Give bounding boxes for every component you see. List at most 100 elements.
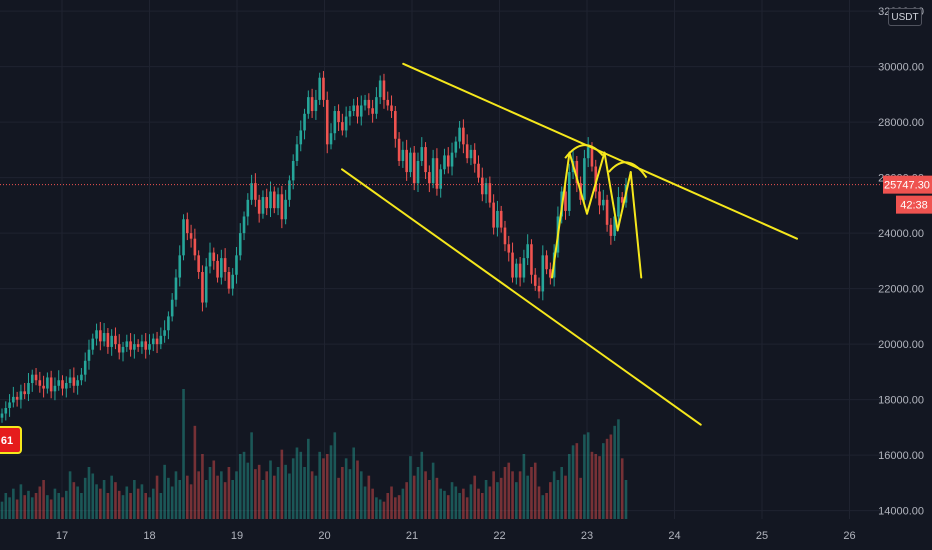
trendline[interactable] [586,151,606,215]
candle-body[interactable] [605,199,609,225]
candle-body[interactable] [151,338,155,345]
candle-body[interactable] [518,263,522,278]
candle-body[interactable] [87,349,91,361]
trendline[interactable] [629,171,643,279]
candle-body[interactable] [420,147,424,161]
candle-body[interactable] [220,258,223,278]
candle-body[interactable] [412,152,416,184]
candle-body[interactable] [265,197,269,209]
trendline[interactable] [568,151,588,215]
candle-body[interactable] [117,344,121,353]
candle-body[interactable] [367,99,371,109]
candle-body[interactable] [95,330,98,339]
candle-body[interactable] [590,147,594,167]
candle-body[interactable] [522,258,526,278]
candle-body[interactable] [12,396,15,403]
candle-body[interactable] [27,383,30,395]
candle-body[interactable] [64,383,68,389]
candle-body[interactable] [594,166,598,192]
candle-body[interactable] [125,341,129,347]
candle-body[interactable] [197,255,200,272]
candle-body[interactable] [465,144,469,159]
candle-body[interactable] [140,341,144,347]
candle-body[interactable] [38,380,42,386]
candle-body[interactable] [484,183,488,195]
candle-body[interactable] [212,252,216,261]
candle-body[interactable] [216,260,219,278]
candle-body[interactable] [49,377,53,392]
candle-body[interactable] [155,338,159,345]
candle-body[interactable] [144,341,148,350]
candle-body[interactable] [416,160,420,184]
candle-body[interactable] [114,335,117,345]
candle-body[interactable] [348,111,352,117]
trendline[interactable] [551,151,571,279]
candle-body[interactable] [617,197,620,217]
candle-body[interactable] [235,255,238,275]
candle-body[interactable] [19,391,23,400]
candle-body[interactable] [303,113,306,131]
candle-body[interactable] [170,299,174,317]
candle-body[interactable] [186,219,189,234]
candle-body[interactable] [499,210,503,228]
candle-body[interactable] [61,380,64,389]
candle-body[interactable] [567,172,571,211]
candle-body[interactable] [163,330,166,336]
candle-body[interactable] [68,377,72,384]
time-axis[interactable]: 17 18 19 20 21 22 23 24 25 26 [56,530,856,542]
candle-body[interactable] [329,133,333,145]
candle-body[interactable] [564,191,567,211]
candle-body[interactable] [431,158,435,184]
candle-body[interactable] [454,141,458,153]
candle-body[interactable] [352,105,356,112]
candle-body[interactable] [53,385,57,392]
candle-body[interactable] [371,108,374,114]
candle-body[interactable] [276,194,280,209]
candle-body[interactable] [405,149,408,173]
candle-body[interactable] [401,149,405,161]
candle-body[interactable] [238,233,242,256]
candle-body[interactable] [363,99,367,106]
shoulder-arc[interactable] [608,161,648,179]
candle-body[interactable] [280,194,284,220]
candle-body[interactable] [515,263,518,278]
candle-body[interactable] [545,255,548,270]
candle-body[interactable] [435,158,439,189]
candle-body[interactable] [325,99,329,145]
candle-body[interactable] [80,374,83,381]
candle-body[interactable] [359,105,363,117]
candle-body[interactable] [503,227,507,245]
candle-body[interactable] [121,346,125,353]
candle-body[interactable] [46,377,49,389]
candle-body[interactable] [204,266,208,303]
candle-body[interactable] [530,244,533,275]
trendlines[interactable] [341,62,798,426]
candle-body[interactable] [23,391,26,395]
candle-body[interactable] [333,111,337,134]
candle-body[interactable] [428,172,431,184]
candle-body[interactable] [223,258,227,272]
candle-body[interactable] [394,111,397,139]
candle-body[interactable] [193,238,197,256]
candle-body[interactable] [208,252,212,267]
candle-body[interactable] [378,80,382,98]
candle-body[interactable] [575,160,579,184]
candle-body[interactable] [602,199,605,206]
candle-body[interactable] [549,269,552,278]
candle-body[interactable] [182,219,185,256]
candle-body[interactable] [375,97,378,114]
candle-body[interactable] [488,183,492,203]
candle-body[interactable] [620,197,624,203]
candle-body[interactable] [91,338,95,350]
trendline[interactable] [603,151,619,232]
candle-body[interactable] [106,333,110,347]
candle-body[interactable] [586,147,590,159]
candle-body[interactable] [537,285,541,292]
candle-body[interactable] [159,335,163,345]
candle-body[interactable] [314,99,318,112]
candle-body[interactable] [30,374,34,384]
candle-body[interactable] [83,360,87,375]
candle-body[interactable] [102,333,106,342]
candle-body[interactable] [322,77,325,100]
